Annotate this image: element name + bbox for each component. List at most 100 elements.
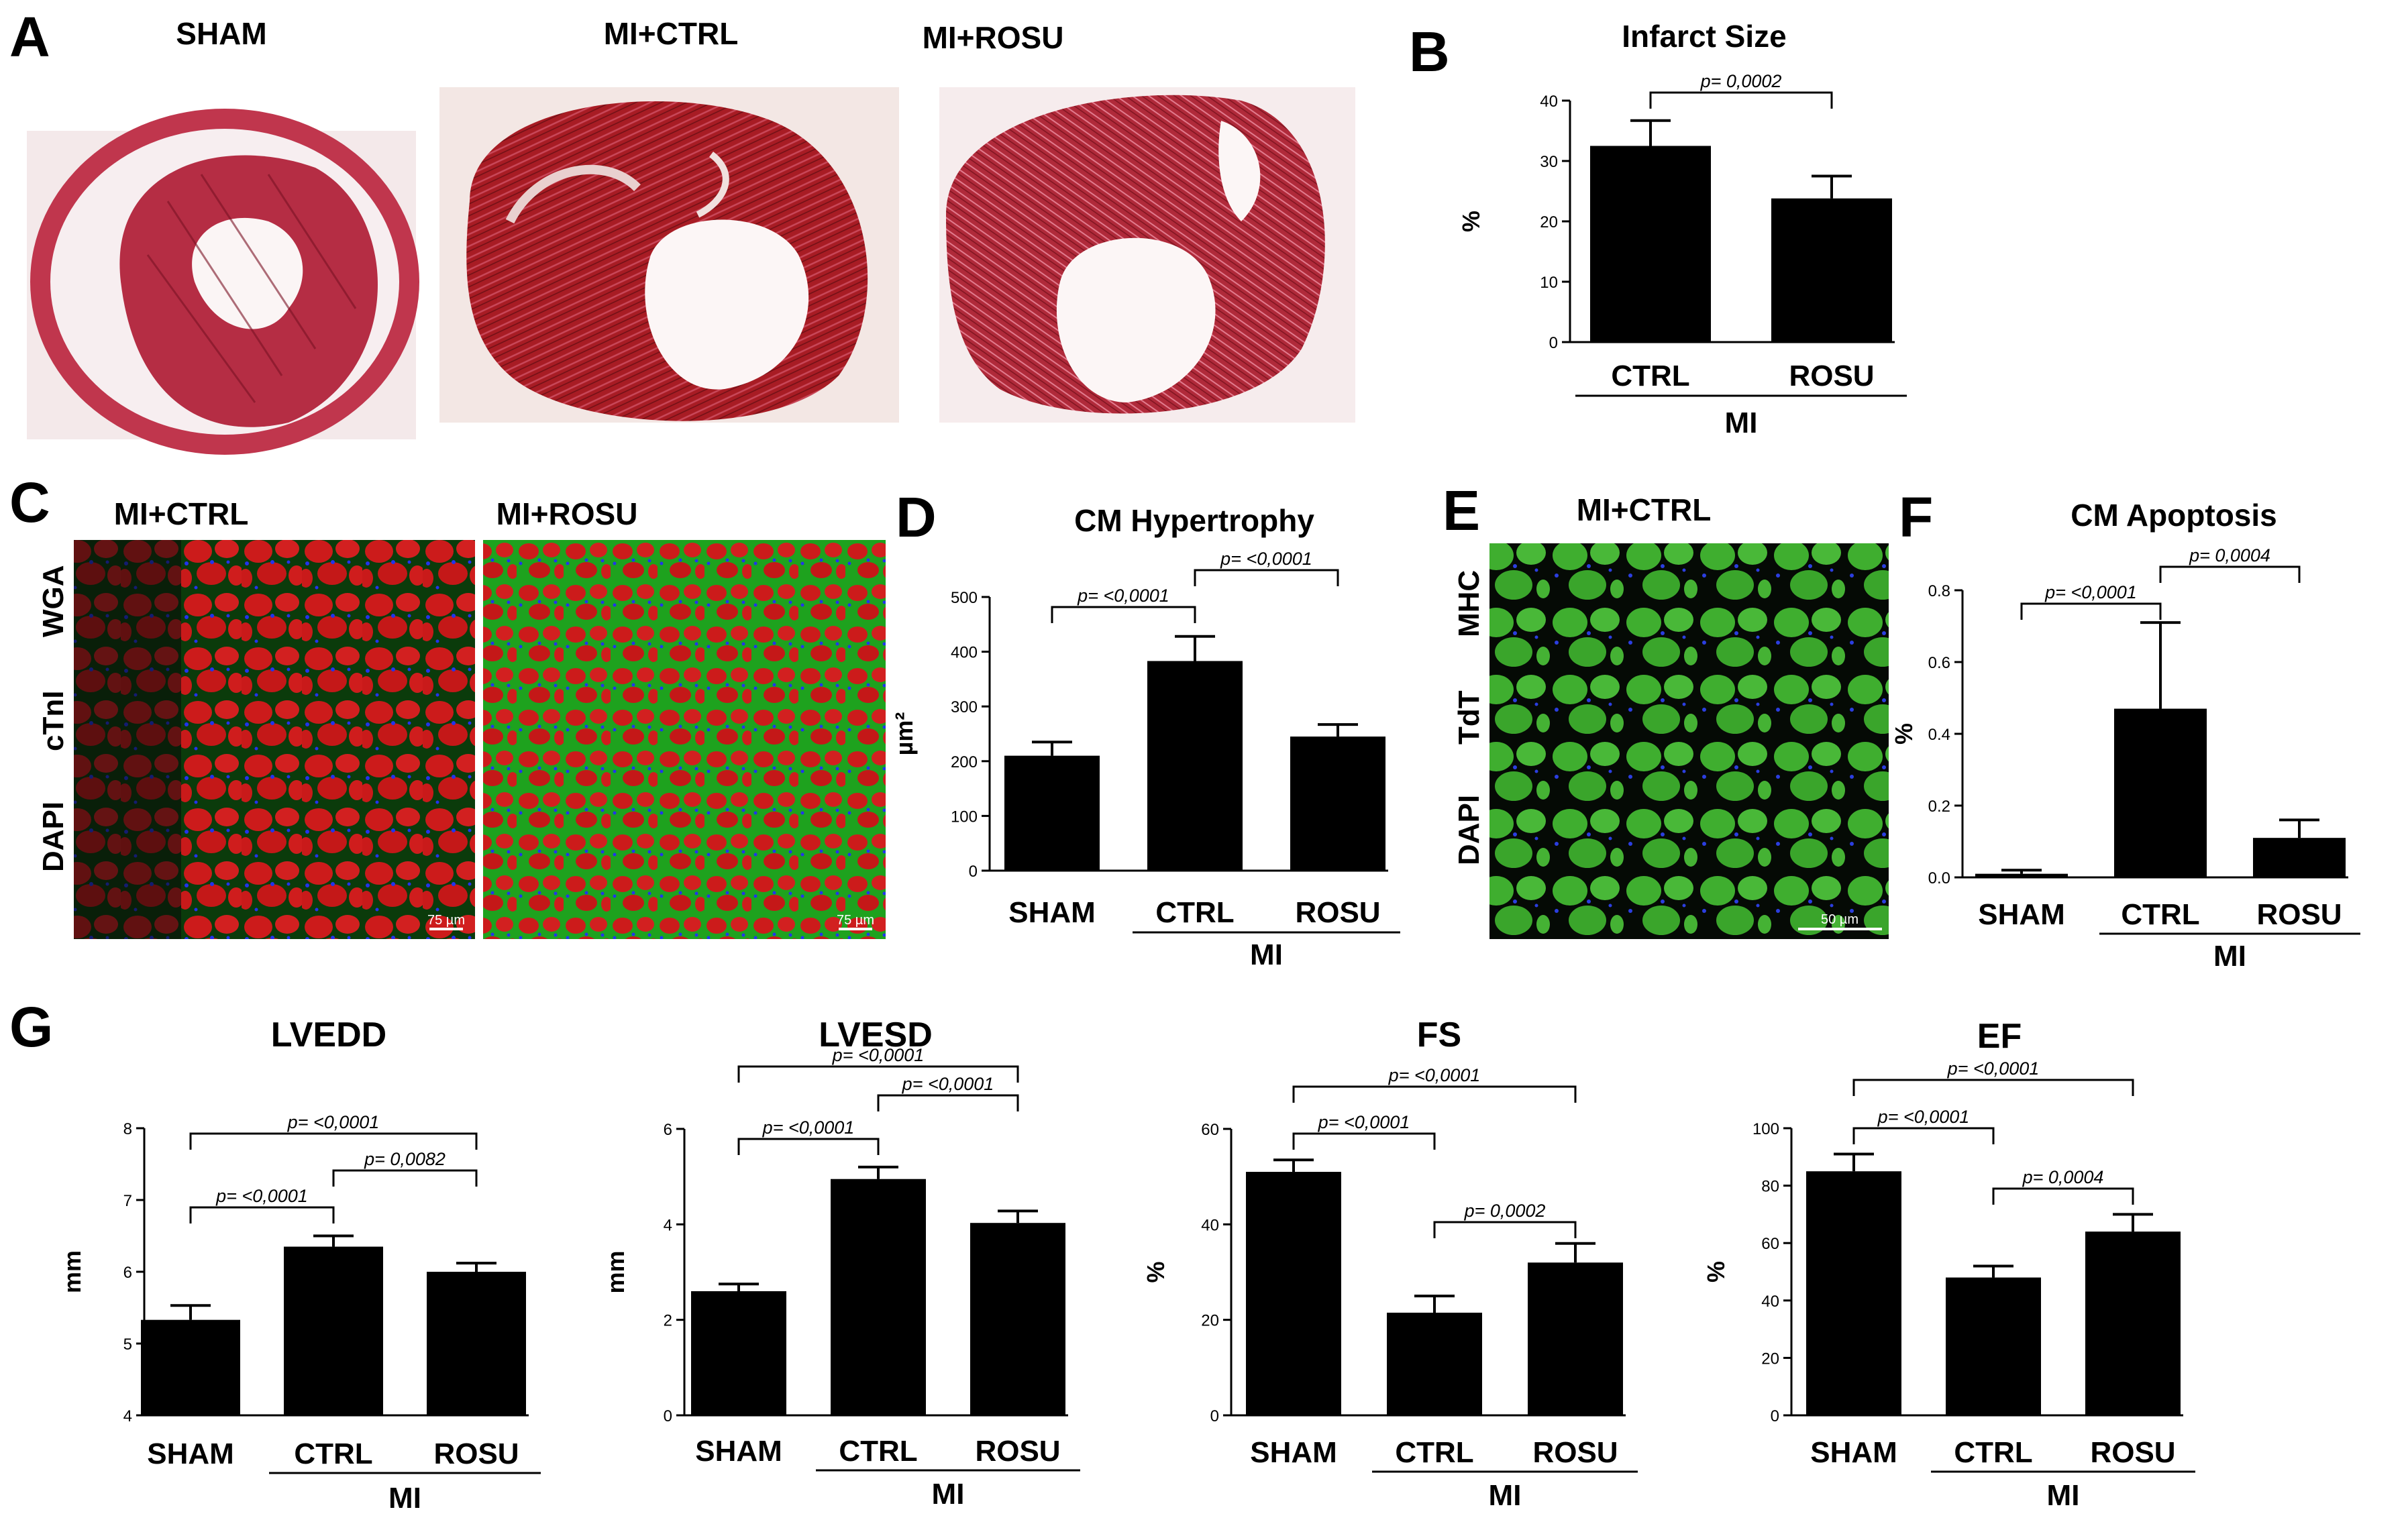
p-value-label: p= <0,0001: [1388, 1065, 1481, 1085]
y-tick-label: 0: [969, 863, 978, 881]
panel-letter-d: D: [896, 486, 937, 549]
mi-rosu-heart-section: [946, 95, 1325, 414]
bar-ctrl: [1946, 1277, 2041, 1415]
category-label: CTRL: [2121, 898, 2199, 931]
bar-ctrl: [1590, 146, 1711, 342]
y-tick-label: 20: [1201, 1312, 1219, 1330]
group-label: MI: [2047, 1479, 2080, 1512]
bar-rosu: [2253, 838, 2346, 877]
y-axis-label: µm²: [890, 712, 918, 756]
chart-title: LVEDD: [271, 1016, 386, 1054]
p-value-label: p= <0,0001: [2044, 582, 2137, 602]
e-mi-ctrl-label: MI+CTRL: [1577, 492, 1712, 527]
significance-bracket: [737, 1138, 880, 1155]
significance-bracket: [189, 1132, 478, 1150]
y-tick-label: 0.8: [1928, 582, 1950, 600]
y-tick-label: 0.0: [1928, 869, 1950, 887]
bar-ctrl: [1147, 661, 1243, 871]
chart-f: CM Apoptosis% 0.0 0.2 0.4 0.6 0.8 SHAM CTRL ROSU…: [1890, 498, 2360, 973]
p-value-label: p= <0,0001: [1077, 586, 1169, 606]
chart-title: Infarct Size: [1622, 19, 1786, 54]
category-label: CTRL: [1954, 1436, 2032, 1469]
y-tick-label: 8: [123, 1120, 132, 1138]
panel-a-histology: SHAM MI+CTRL MI+ROSU: [27, 16, 1355, 455]
category-label: CTRL: [1155, 896, 1234, 929]
mi-rosu-image-label: MI+ROSU: [923, 20, 1064, 55]
y-tick-label: 60: [1201, 1121, 1219, 1139]
chart-title: CM Apoptosis: [2071, 498, 2277, 533]
sham-image-label: SHAM: [176, 16, 266, 51]
bar-ctrl: [831, 1179, 926, 1415]
group-label: MI: [388, 1482, 421, 1515]
category-label: CTRL: [294, 1437, 372, 1470]
y-axis-label: mm: [58, 1250, 86, 1293]
category-label: CTRL: [1611, 360, 1689, 392]
chart-g1: LVEDD mm 4 5 6 7 8 SHAM CTRL ROSU MI p= <0,0001 p= 0…: [58, 1016, 541, 1515]
mi-ctrl-image-label: MI+CTRL: [604, 16, 739, 51]
bar-rosu: [1290, 736, 1385, 871]
p-value-label: p= 0,0004: [2022, 1167, 2104, 1187]
chart-g2: LVESD mm 0 2 4 6 SHAM CTRL ROSU MI p= <0,0001 p= <0…: [602, 1016, 1080, 1511]
category-label: SHAM: [1978, 898, 2065, 931]
y-tick-label: 400: [951, 644, 978, 662]
y-tick-label: 10: [1540, 274, 1558, 292]
p-value-label: p= <0,0001: [762, 1117, 855, 1138]
panel-letter-c: C: [9, 471, 50, 534]
bar-sham: [1975, 873, 2068, 877]
y-tick-label: 500: [951, 589, 978, 607]
chart-d: CM Hypertrophy µm² 0 100 200 300 400 500 SHAM CTR…: [890, 503, 1400, 971]
chart-title: EF: [1977, 1017, 2022, 1056]
y-tick-label: 80: [1761, 1178, 1779, 1196]
bar-rosu: [1771, 198, 1892, 342]
category-label: SHAM: [1250, 1436, 1337, 1469]
p-value-label: p= 0,0002: [1464, 1201, 1546, 1221]
p-value-label: p= 0,0004: [2189, 545, 2270, 565]
group-label: MI: [1489, 1479, 1522, 1512]
category-label: ROSU: [1789, 360, 1874, 392]
y-axis-label: %: [1890, 723, 1918, 745]
panel-letter-a: A: [9, 5, 50, 68]
y-axis-label: mm: [602, 1250, 629, 1293]
y-tick-label: 40: [1201, 1216, 1219, 1234]
y-tick-label: 7: [123, 1192, 132, 1210]
chart-title: LVESD: [819, 1016, 933, 1054]
bar-rosu: [970, 1223, 1065, 1415]
stain-label-dapi-e: DAPI: [1453, 795, 1485, 865]
panel-letter-b: B: [1409, 20, 1450, 83]
y-tick-label: 200: [951, 753, 978, 771]
sham-heart-section: [30, 109, 419, 455]
category-label: SHAM: [695, 1435, 782, 1468]
p-value-label: p= <0,0001: [1947, 1058, 2040, 1079]
p-value-label: p= <0,0001: [287, 1112, 380, 1132]
y-tick-label: 6: [664, 1121, 672, 1139]
category-label: CTRL: [839, 1435, 917, 1468]
y-tick-label: 5: [123, 1335, 132, 1354]
significance-bracket: [2159, 565, 2301, 583]
c-scale-bar-2-label: 75 µm: [837, 913, 874, 928]
chart-b: Infarct Size% 0 10 20 30 40 CTRL ROSU MI p= 0,000…: [1457, 19, 1907, 439]
y-tick-label: 0: [1771, 1407, 1779, 1425]
significance-bracket: [1292, 1085, 1577, 1103]
category-label: SHAM: [1810, 1436, 1897, 1469]
bar-rosu: [427, 1272, 526, 1415]
chart-g4: EF% 0 20 40 60 80 100 SHAM CTRL ROSU MI p= <0,0001 p…: [1702, 1017, 2195, 1512]
y-tick-label: 6: [123, 1264, 132, 1282]
y-tick-label: 0: [1549, 334, 1558, 352]
y-axis-label: %: [1702, 1261, 1730, 1283]
category-label: SHAM: [1008, 896, 1096, 929]
c-mi-rosu-label: MI+ROSU: [496, 496, 638, 531]
bar-ctrl: [1387, 1312, 1482, 1415]
e-scale-bar-label: 50 µm: [1821, 912, 1859, 927]
y-tick-label: 100: [951, 808, 978, 826]
bar-sham: [141, 1319, 240, 1415]
stain-label-wga: WGA: [37, 565, 70, 637]
p-value-label: p= <0,0001: [1877, 1107, 1970, 1127]
p-value-label: p= <0,0001: [1220, 549, 1312, 569]
y-tick-label: 0: [664, 1407, 672, 1425]
group-label: MI: [932, 1478, 965, 1511]
p-value-label: p= 0,0002: [1700, 71, 1782, 91]
y-axis-label: %: [1142, 1261, 1169, 1283]
significance-bracket: [189, 1206, 335, 1223]
bar-sham: [1246, 1172, 1341, 1415]
